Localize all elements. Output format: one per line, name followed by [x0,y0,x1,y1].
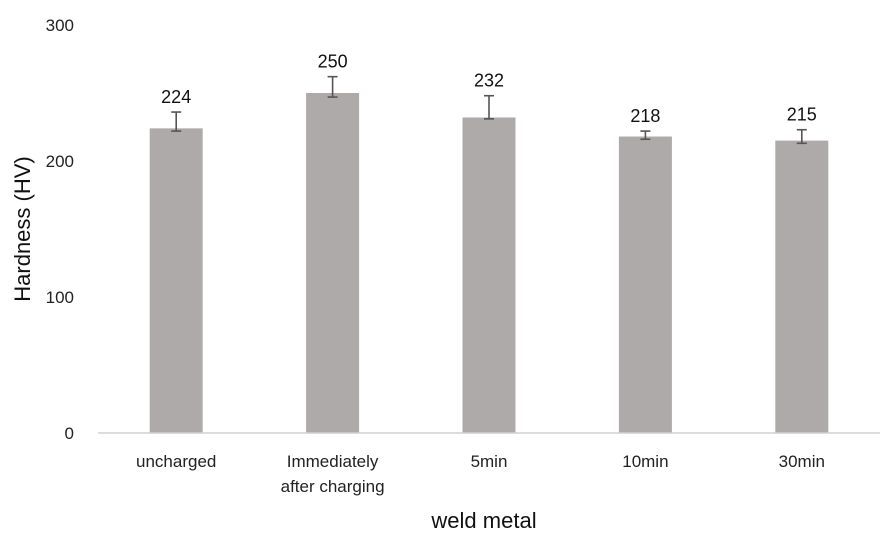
data-labels: 224 250 232 218 215 [161,52,817,126]
data-label: 232 [474,71,504,91]
x-tick-label: 10min [622,452,668,471]
y-axis-title: Hardness (HV) [10,156,35,301]
data-label: 250 [318,52,348,72]
bar [618,136,672,433]
data-label: 224 [161,87,191,107]
y-tick-label: 100 [46,288,74,307]
x-tick-label: uncharged [136,452,216,471]
bar [306,93,360,433]
error-bar [796,128,807,145]
bars [149,93,829,434]
y-tick-label: 300 [46,16,74,35]
bar [775,140,829,433]
x-axis-ticks: uncharged Immediately after charging 5min 10… [136,452,825,496]
x-tick-label: 5min [471,452,508,471]
y-tick-label: 0 [65,424,74,443]
y-tick-label: 200 [46,152,74,171]
x-tick-label: Immediately after charging [281,452,385,496]
bar [149,128,203,434]
y-axis-ticks: 0 100 200 300 [46,16,74,443]
error-bar [640,130,651,141]
bar [462,117,516,433]
error-bars [171,75,807,145]
error-bar [327,75,338,98]
data-label: 218 [630,106,660,126]
error-bar [484,94,494,120]
x-axis-title: weld metal [430,508,536,533]
data-label: 215 [787,105,817,125]
error-bar [171,111,182,132]
x-tick-label: 30min [779,452,825,471]
